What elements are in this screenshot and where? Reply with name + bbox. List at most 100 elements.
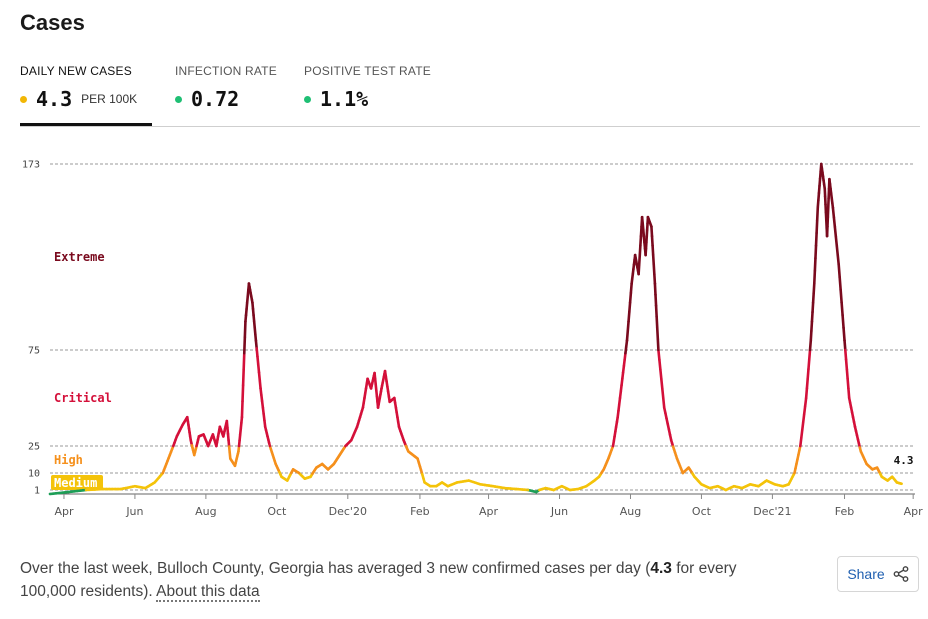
x-tick-label: Feb xyxy=(410,505,429,518)
data-point xyxy=(218,425,222,428)
y-tick-label: 75 xyxy=(28,346,40,357)
data-point xyxy=(859,450,863,453)
series-line-segment xyxy=(637,253,642,266)
data-point xyxy=(407,450,410,453)
data-point xyxy=(355,425,359,428)
data-point xyxy=(837,263,840,266)
data-point xyxy=(535,490,538,494)
series-line-segment xyxy=(802,404,807,416)
data-point xyxy=(816,206,819,209)
data-point xyxy=(237,450,240,453)
series-line-segment xyxy=(652,263,656,276)
summary-highlight: 4.3 xyxy=(650,560,672,577)
series-line-segment xyxy=(814,244,818,260)
series-line-segment xyxy=(655,326,660,341)
data-point xyxy=(315,466,318,469)
data-point xyxy=(229,457,232,460)
data-point xyxy=(607,457,610,460)
tab-value: 0.72 xyxy=(191,87,240,111)
data-point xyxy=(560,485,564,488)
series-line-segment xyxy=(655,315,659,330)
series-line-segment xyxy=(660,387,665,400)
series-line-segment xyxy=(639,225,643,238)
data-point xyxy=(193,453,196,457)
series-line-segment xyxy=(254,339,258,350)
x-tick-label: Dec'21 xyxy=(753,505,791,518)
x-tick-label: Feb xyxy=(835,505,854,518)
data-point xyxy=(757,485,760,488)
summary-text: Over the last week, Bulloch County, Geor… xyxy=(20,557,780,603)
series-line-segment xyxy=(845,367,849,381)
tab-infection-rate[interactable]: INFECTION RATE 0.72 xyxy=(175,64,290,126)
series-line-segment xyxy=(661,396,666,409)
data-point xyxy=(669,439,673,442)
series-line-segment xyxy=(654,304,658,319)
data-point xyxy=(900,482,903,485)
tab-daily-new-cases[interactable]: DAILY NEW CASES 4.3 PER 100K xyxy=(20,64,152,126)
x-tick-label: Apr xyxy=(904,505,924,518)
data-point xyxy=(773,483,776,486)
data-point xyxy=(247,282,251,285)
data-point xyxy=(820,162,823,166)
tab-value: 4.3 xyxy=(36,87,73,111)
zone-label-critical: Critical xyxy=(54,391,112,405)
data-point xyxy=(526,488,530,492)
series-line-segment xyxy=(241,367,245,387)
data-point xyxy=(455,481,459,484)
series-line-segment xyxy=(843,339,847,352)
series-line-segment xyxy=(799,428,804,440)
data-point xyxy=(467,479,470,482)
data-point xyxy=(825,234,829,238)
data-point xyxy=(787,483,790,486)
cases-chart: 1 10 25 75 173 Apr Jun Aug Oct Dec'20 Feb Apr Jun Aug… xyxy=(22,160,924,519)
data-point xyxy=(781,485,785,488)
x-tick-label: Jun xyxy=(550,505,568,518)
series-line-segment xyxy=(847,387,851,400)
data-point xyxy=(197,435,201,438)
data-point xyxy=(411,453,415,457)
data-point xyxy=(440,481,444,484)
about-data-link[interactable]: About this data xyxy=(156,583,260,602)
data-point xyxy=(233,464,237,467)
data-point xyxy=(380,387,383,390)
data-point xyxy=(297,471,301,475)
data-point xyxy=(321,462,324,466)
data-point xyxy=(732,485,736,488)
data-point xyxy=(264,425,267,428)
series-line-segment xyxy=(637,263,641,276)
summary-prefix: Over the last week, Bulloch County, Geor… xyxy=(20,560,651,577)
data-point xyxy=(749,483,752,486)
tab-positive-test-rate[interactable]: POSITIVE TEST RATE 1.1% xyxy=(304,64,444,126)
data-point xyxy=(361,406,365,409)
series-line-segment xyxy=(242,336,247,355)
series-line-segment xyxy=(831,206,836,219)
data-point xyxy=(222,435,225,438)
data-point xyxy=(376,406,380,409)
x-tick-label: Oct xyxy=(267,505,287,518)
data-point xyxy=(585,485,588,488)
data-point xyxy=(479,483,482,486)
data-point xyxy=(388,400,391,404)
data-point xyxy=(552,488,555,492)
series-line-segment xyxy=(844,348,848,361)
data-point xyxy=(871,468,874,471)
data-point xyxy=(446,485,450,488)
y-tick-label: 25 xyxy=(28,442,40,453)
data-point xyxy=(225,419,229,423)
share-button[interactable]: Share xyxy=(837,556,919,592)
data-point xyxy=(616,416,619,419)
data-point xyxy=(646,215,650,219)
series-line-segment xyxy=(807,348,812,361)
series-line-segment xyxy=(628,291,633,304)
data-point xyxy=(215,444,218,448)
data-point xyxy=(675,457,679,460)
data-point xyxy=(268,444,272,448)
series-line-segment xyxy=(657,348,661,361)
zone-label-extreme: Extreme xyxy=(54,250,105,264)
data-point xyxy=(102,487,105,491)
data-point xyxy=(843,339,846,342)
data-point xyxy=(633,253,637,257)
series-line-segment xyxy=(813,256,817,273)
x-tick-label: Dec'20 xyxy=(329,505,367,518)
series-line-segment xyxy=(626,320,630,333)
